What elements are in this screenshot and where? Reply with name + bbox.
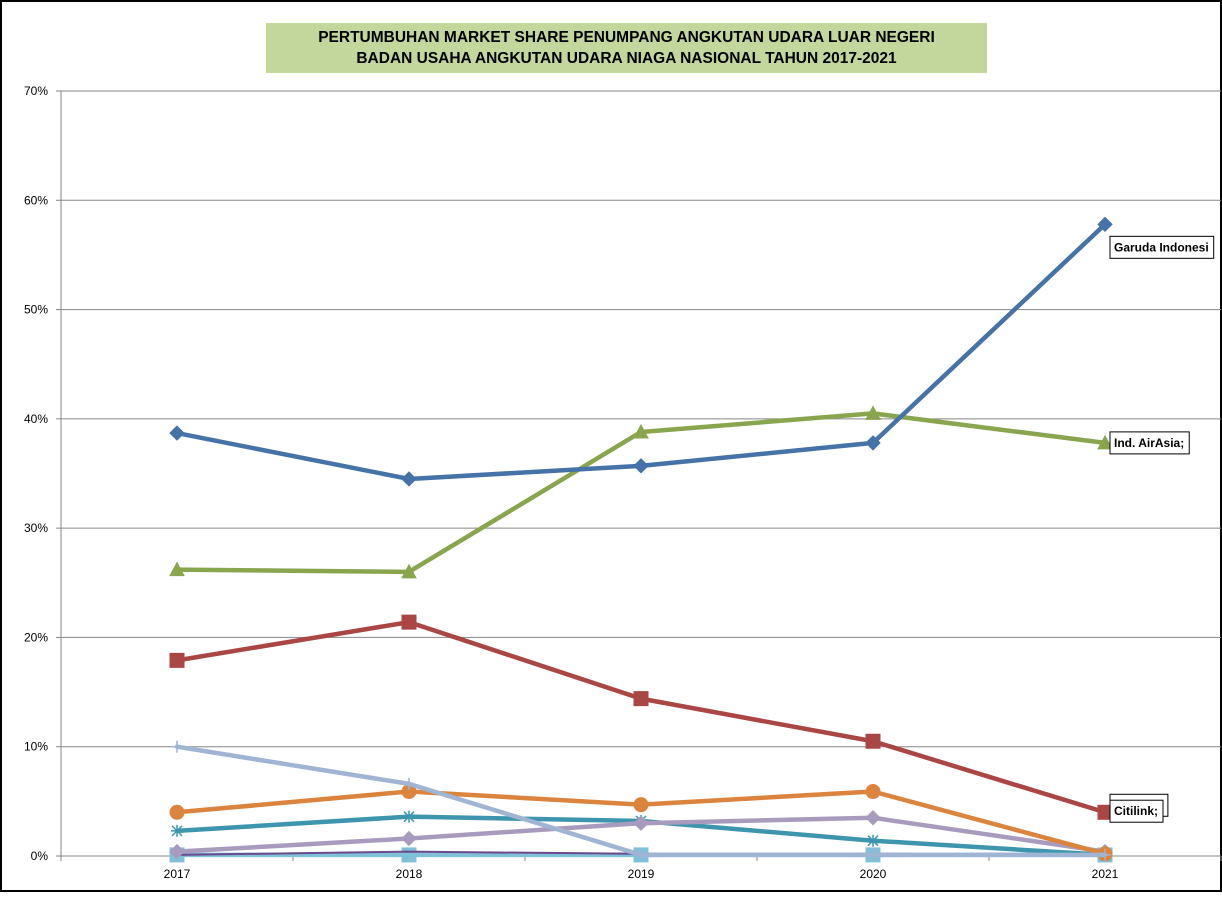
data-point-plus (1099, 848, 1111, 861)
data-point-plus (635, 848, 647, 861)
data-point-square (633, 691, 649, 707)
data-point-square (401, 847, 417, 863)
series-end-label-text: Garuda Indonesi (1114, 240, 1209, 254)
series-group (169, 405, 1113, 579)
y-tick-label: 20% (24, 630, 48, 644)
data-point-circle (865, 784, 881, 800)
chart-title: PERTUMBUHAN MARKET SHARE PENUMPANG ANGKU… (318, 29, 935, 46)
y-tick-label: 40% (24, 412, 48, 426)
series-group (171, 740, 1111, 861)
data-point-diamond (169, 843, 185, 860)
chart-title-box: PERTUMBUHAN MARKET SHARE PENUMPANG ANGKU… (266, 23, 987, 73)
series-end-label-text: Citilink; (1114, 804, 1158, 818)
series-end-label-box (1109, 799, 1164, 823)
data-point-diamond (633, 815, 649, 831)
grid-layer (61, 90, 1221, 857)
data-point-diamond (1097, 216, 1113, 233)
x-tick-label: 2017 (164, 867, 191, 881)
data-point-square (401, 614, 417, 630)
data-point-star (867, 834, 879, 847)
x-tick-label: 2018 (396, 867, 423, 881)
data-point-plus (171, 740, 183, 753)
series-group (169, 614, 1113, 820)
series-layer (169, 216, 1113, 863)
x-tick-label: 2020 (860, 867, 887, 881)
data-point-diamond (865, 435, 881, 451)
x-tick-label: 2019 (628, 867, 655, 881)
data-point-square (169, 652, 185, 668)
series-end-label: Ind. AirAsia; (1109, 431, 1190, 455)
series-end-label-box (1109, 431, 1190, 455)
data-point-triangle (633, 423, 649, 439)
data-point-triangle (865, 405, 881, 420)
x-tick-label: 2021 (1092, 867, 1119, 881)
axis-layer: 0% 10% 20% 30% 40% 50% 60% 70% 2017 2018 2019 2020 2… (24, 84, 1222, 881)
data-point-triangle (401, 563, 417, 579)
y-tick-label: 0% (31, 849, 49, 863)
data-point-triangle (1097, 434, 1113, 450)
series-end-label-box (1109, 235, 1215, 259)
data-point-circle (633, 797, 649, 813)
y-tick-label: 70% (24, 84, 48, 98)
series-end-label-text: Ind. AirAsia; (1114, 436, 1184, 450)
chart-subtitle: BADAN USAHA ANGKUTAN UDARA NIAGA NASIONA… (356, 50, 897, 67)
series-end-label: Citilink; (1109, 799, 1164, 823)
data-point-circle (169, 804, 185, 820)
data-point-diamond (401, 830, 417, 847)
y-tick-label: 10% (24, 740, 48, 754)
series-group (169, 216, 1113, 487)
y-tick-label: 60% (24, 193, 48, 207)
y-tick-label: 50% (24, 303, 48, 317)
series-end-label: Garuda Indonesi (1109, 235, 1215, 259)
series-group (169, 784, 1113, 862)
data-point-diamond (401, 471, 417, 487)
data-point-diamond (169, 425, 185, 441)
data-point-star (171, 824, 183, 837)
y-tick-label: 30% (24, 521, 48, 535)
data-point-plus (403, 777, 415, 790)
data-point-plus (867, 848, 879, 861)
data-point-triangle (169, 561, 185, 577)
data-point-diamond (865, 810, 881, 826)
data-point-diamond (633, 458, 649, 474)
data-point-star (403, 810, 415, 823)
data-point-square (865, 733, 881, 749)
